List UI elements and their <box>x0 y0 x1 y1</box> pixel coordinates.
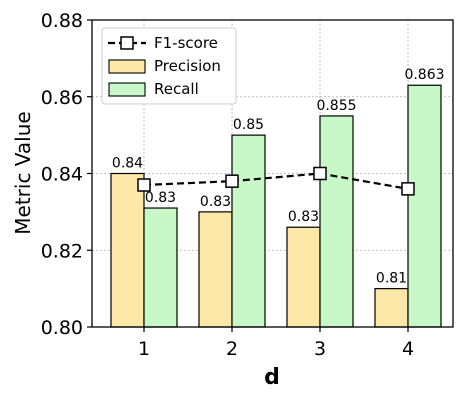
f1-score-marker <box>401 182 415 196</box>
recall-bar <box>231 134 266 328</box>
f1-score-marker <box>313 166 327 181</box>
axes: 0.80 0.82 0.84 0.86 0.88 1 2 3 4 <box>41 10 414 360</box>
f1-score-marker <box>225 174 239 188</box>
x-tick-label: 2 <box>226 338 238 360</box>
precision-value-label: 0.84 <box>112 156 143 172</box>
x-axis-title: d <box>264 365 280 390</box>
x-tick-label: 1 <box>138 338 150 360</box>
recall-value-label: 0.85 <box>233 117 264 133</box>
y-tick-label: 0.80 <box>41 317 83 339</box>
f1-score-line <box>143 172 409 190</box>
precision-bar <box>198 211 233 328</box>
precision-value-label: 0.83 <box>200 194 231 210</box>
precision-bar <box>110 172 145 328</box>
precision-value-label: 0.83 <box>288 209 319 225</box>
recall-value-label: 0.83 <box>145 190 176 206</box>
legend-recall-swatch <box>108 82 146 97</box>
f1-line <box>137 166 415 196</box>
legend-recall-label: Recall <box>154 80 199 98</box>
x-tick-label: 4 <box>402 338 414 360</box>
legend-precision-label: Precision <box>154 57 221 75</box>
recall-bar <box>407 84 442 328</box>
legend: F1-score Precision Recall <box>101 27 237 105</box>
recall-value-label: 0.863 <box>404 67 444 83</box>
legend-f1-score-label: F1-score <box>154 34 218 52</box>
data-labels: 0.84 0.83 0.83 0.81 0.83 0.85 0.855 0.863 <box>112 67 445 286</box>
precision-value-label: 0.81 <box>376 271 407 287</box>
legend-precision-swatch <box>108 59 146 74</box>
legend-f1-marker <box>120 36 134 50</box>
y-tick-label: 0.88 <box>41 10 83 32</box>
bars <box>110 84 442 328</box>
y-tick-label: 0.82 <box>41 240 83 262</box>
y-tick-label: 0.84 <box>41 164 83 186</box>
y-tick-label: 0.86 <box>41 87 83 109</box>
f1-score-marker <box>137 178 151 192</box>
recall-value-label: 0.855 <box>316 98 356 114</box>
recall-bar <box>143 207 178 328</box>
y-axis-title: Metric Value <box>11 111 35 234</box>
x-tick-label: 3 <box>314 338 326 360</box>
precision-bar <box>374 288 409 328</box>
precision-bar <box>286 226 321 328</box>
recall-bar <box>319 115 354 328</box>
